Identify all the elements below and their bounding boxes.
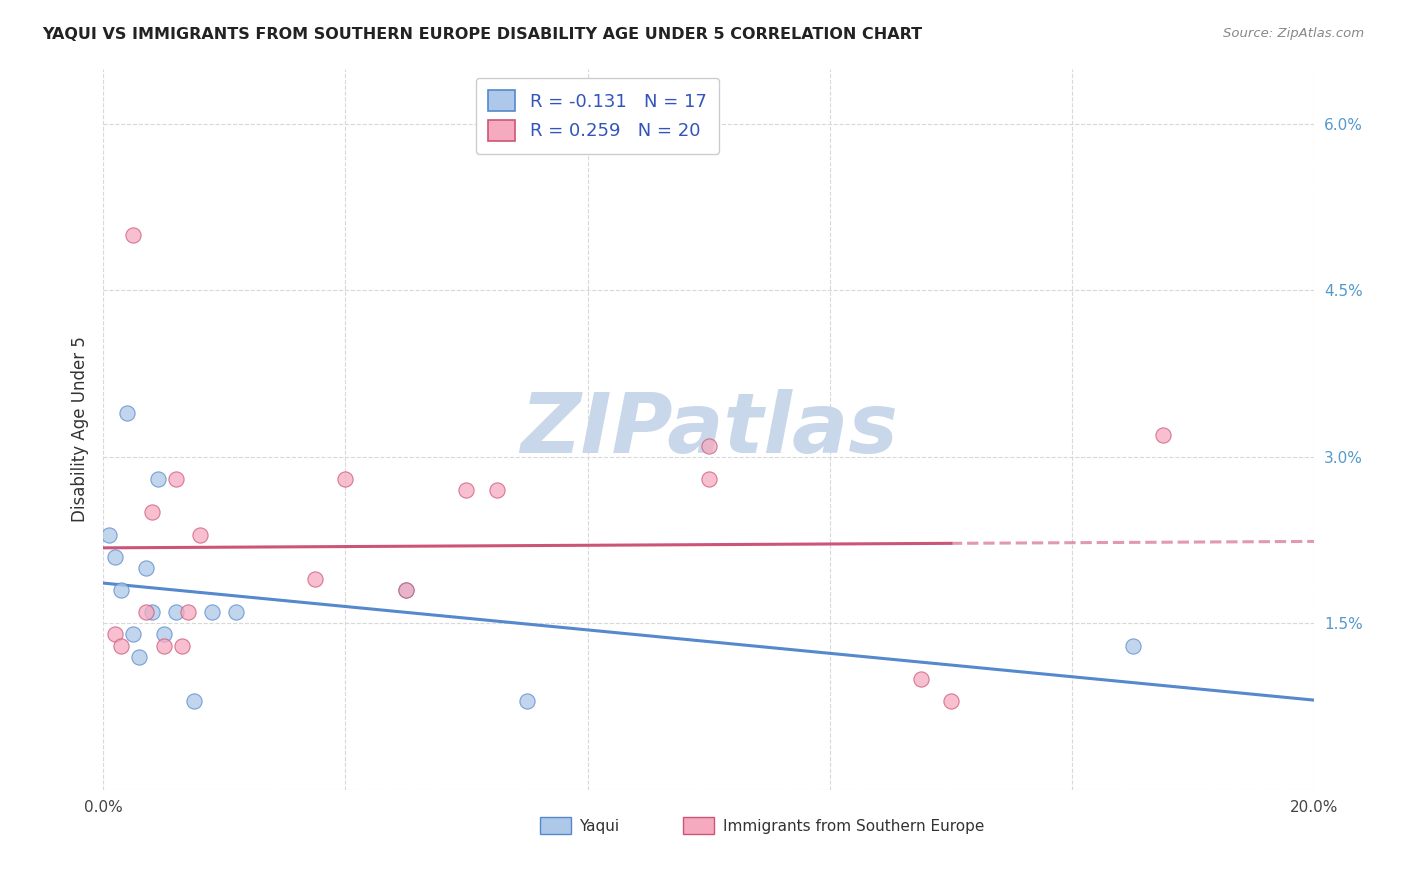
Point [188, 527, 211, 541]
Point [128, 649, 150, 664]
Point [1152, 427, 1174, 442]
Point [697, 472, 720, 486]
Point [141, 605, 163, 619]
Text: YAQUI VS IMMIGRANTS FROM SOUTHERN EUROPE DISABILITY AGE UNDER 5 CORRELATION CHAR: YAQUI VS IMMIGRANTS FROM SOUTHERN EUROPE… [42, 27, 922, 42]
Point [304, 572, 326, 586]
Point [183, 694, 205, 708]
Y-axis label: Disability Age Under 5: Disability Age Under 5 [72, 336, 89, 522]
Point [225, 605, 247, 619]
Point [170, 639, 193, 653]
Point [152, 639, 174, 653]
Point [939, 694, 962, 708]
Text: Source: ZipAtlas.com: Source: ZipAtlas.com [1223, 27, 1364, 40]
Point [165, 472, 187, 486]
Point [122, 227, 145, 242]
Point [201, 605, 224, 619]
Point [117, 405, 139, 419]
Text: Yaqui: Yaqui [579, 819, 620, 834]
Point [134, 605, 156, 619]
Point [697, 439, 720, 453]
Point [104, 627, 127, 641]
Point [141, 505, 163, 519]
Point [177, 605, 200, 619]
Point [104, 549, 127, 564]
Point [98, 527, 121, 541]
Point [516, 694, 538, 708]
Point [456, 483, 478, 498]
Text: Immigrants from Southern Europe: Immigrants from Southern Europe [723, 819, 984, 834]
Point [335, 472, 357, 486]
Point [110, 639, 132, 653]
Point [152, 627, 174, 641]
Point [1122, 639, 1144, 653]
Point [910, 672, 932, 686]
Text: ZIPatlas: ZIPatlas [520, 389, 897, 470]
Point [110, 583, 132, 598]
Point [134, 561, 156, 575]
Point [395, 583, 418, 598]
Point [146, 472, 169, 486]
Point [485, 483, 508, 498]
Point [122, 627, 145, 641]
Point [165, 605, 187, 619]
Legend: R = -0.131   N = 17, R = 0.259   N = 20: R = -0.131 N = 17, R = 0.259 N = 20 [475, 78, 720, 153]
Point [395, 583, 418, 598]
